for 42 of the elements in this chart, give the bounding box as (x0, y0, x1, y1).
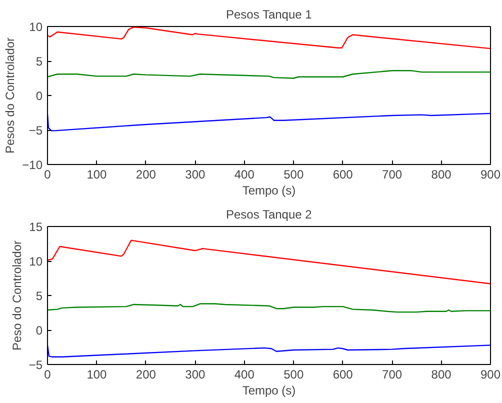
x-axis-title: Tempo (s) (242, 384, 296, 398)
x-tick-label: 600 (332, 368, 354, 382)
x-tick-label: 200 (136, 168, 156, 182)
x-tick-label: 800 (431, 368, 452, 382)
x-tick-label: 500 (284, 168, 304, 182)
x-tick-label: 700 (382, 368, 402, 382)
y-tick-label: 10 (29, 254, 43, 268)
y-tick-label: 0 (36, 89, 43, 103)
y-tick-label: 15 (29, 220, 43, 234)
y-tick-label: −5 (28, 358, 43, 372)
x-tick-label: 500 (284, 368, 304, 382)
line-series (48, 344, 490, 358)
x-tick-label: 700 (382, 168, 402, 182)
line-series (48, 240, 490, 284)
y-tick-label: −5 (28, 124, 43, 138)
y-axis-title: Peso do Controlador (10, 240, 24, 351)
line-series (48, 26, 490, 50)
y-tick-label: −10 (22, 158, 43, 172)
x-tick-label: 100 (86, 168, 108, 182)
y-tick-label: 5 (36, 54, 43, 68)
chart-title: Pesos Tanque 1 (226, 8, 312, 22)
y-tick-label: 0 (36, 324, 43, 338)
x-tick-label: 100 (86, 368, 108, 382)
x-tick-label: 0 (44, 168, 52, 182)
line-series (48, 70, 490, 79)
line-series (48, 112, 490, 132)
x-tick-label: 900 (480, 368, 501, 382)
x-tick-label: 900 (480, 168, 501, 182)
x-tick-label: 300 (185, 368, 206, 382)
x-tick-label: 0 (44, 368, 52, 382)
y-tick-label: 5 (36, 289, 43, 303)
x-axis-title: Tempo (s) (242, 184, 296, 198)
y-tick-label: 10 (29, 20, 43, 34)
y-axis-title: Pesos do Controlador (3, 37, 18, 154)
x-tick-label: 200 (136, 368, 156, 382)
x-tick-label: 400 (234, 368, 255, 382)
x-tick-label: 600 (332, 168, 354, 182)
x-tick-label: 400 (234, 168, 255, 182)
x-tick-label: 800 (431, 168, 452, 182)
line-series (48, 303, 490, 313)
chart-title: Pesos Tanque 2 (226, 208, 312, 222)
x-tick-label: 300 (185, 168, 206, 182)
